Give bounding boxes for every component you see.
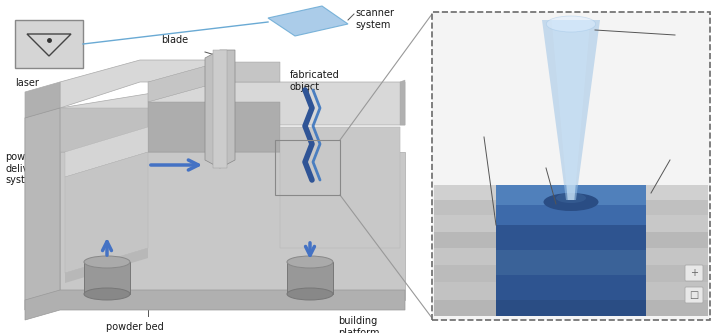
- Bar: [496, 200, 646, 225]
- Bar: [434, 282, 708, 300]
- Text: blade: blade: [161, 35, 189, 45]
- Text: +: +: [690, 268, 698, 278]
- Ellipse shape: [287, 288, 333, 300]
- Ellipse shape: [556, 193, 586, 203]
- Polygon shape: [84, 262, 130, 294]
- Text: melt pool: melt pool: [511, 160, 557, 170]
- Bar: [434, 215, 708, 232]
- Polygon shape: [280, 127, 400, 152]
- Bar: [434, 200, 708, 215]
- Text: powder layer: powder layer: [638, 152, 702, 162]
- Polygon shape: [60, 82, 405, 152]
- Polygon shape: [148, 102, 280, 152]
- Polygon shape: [25, 108, 60, 310]
- Bar: [496, 250, 646, 275]
- Text: laser: laser: [15, 78, 39, 88]
- Bar: [496, 300, 646, 316]
- Bar: [496, 185, 646, 205]
- Polygon shape: [205, 50, 235, 168]
- Polygon shape: [65, 248, 148, 283]
- Bar: [496, 275, 646, 300]
- Polygon shape: [542, 20, 600, 200]
- Text: laser beam: laser beam: [650, 30, 705, 40]
- Text: →: →: [457, 44, 467, 54]
- Bar: [15, 20, 83, 68]
- Bar: [434, 248, 708, 265]
- Text: □: □: [689, 290, 698, 300]
- Text: scan direction: scan direction: [447, 30, 516, 40]
- Bar: [434, 300, 708, 316]
- Polygon shape: [148, 62, 280, 102]
- Polygon shape: [60, 152, 405, 300]
- Ellipse shape: [546, 16, 595, 32]
- Ellipse shape: [544, 193, 598, 211]
- Text: fabricated
object: fabricated object: [290, 70, 340, 92]
- Polygon shape: [25, 82, 60, 118]
- Polygon shape: [65, 127, 148, 177]
- Bar: [275, 140, 340, 195]
- Polygon shape: [60, 60, 220, 108]
- Bar: [434, 232, 708, 248]
- FancyBboxPatch shape: [685, 265, 703, 281]
- Bar: [434, 185, 708, 200]
- Text: powder
delivery
system: powder delivery system: [5, 152, 44, 185]
- Bar: [434, 265, 708, 282]
- Polygon shape: [268, 6, 348, 36]
- Polygon shape: [287, 262, 333, 294]
- FancyBboxPatch shape: [685, 287, 703, 303]
- Text: fabricated
object: fabricated object: [444, 122, 494, 144]
- Ellipse shape: [84, 288, 130, 300]
- Polygon shape: [213, 50, 227, 168]
- Bar: [432, 12, 710, 320]
- Bar: [496, 225, 646, 250]
- Text: building
platform: building platform: [338, 316, 379, 333]
- Ellipse shape: [84, 256, 130, 268]
- Text: scanner
system: scanner system: [355, 8, 394, 30]
- Polygon shape: [400, 80, 405, 125]
- Polygon shape: [280, 127, 400, 248]
- Polygon shape: [25, 108, 60, 310]
- Polygon shape: [60, 108, 220, 152]
- Bar: [432, 12, 710, 320]
- Ellipse shape: [287, 256, 333, 268]
- Polygon shape: [552, 20, 590, 200]
- Text: powder bed: powder bed: [106, 322, 164, 332]
- Polygon shape: [65, 152, 148, 273]
- Polygon shape: [25, 290, 405, 320]
